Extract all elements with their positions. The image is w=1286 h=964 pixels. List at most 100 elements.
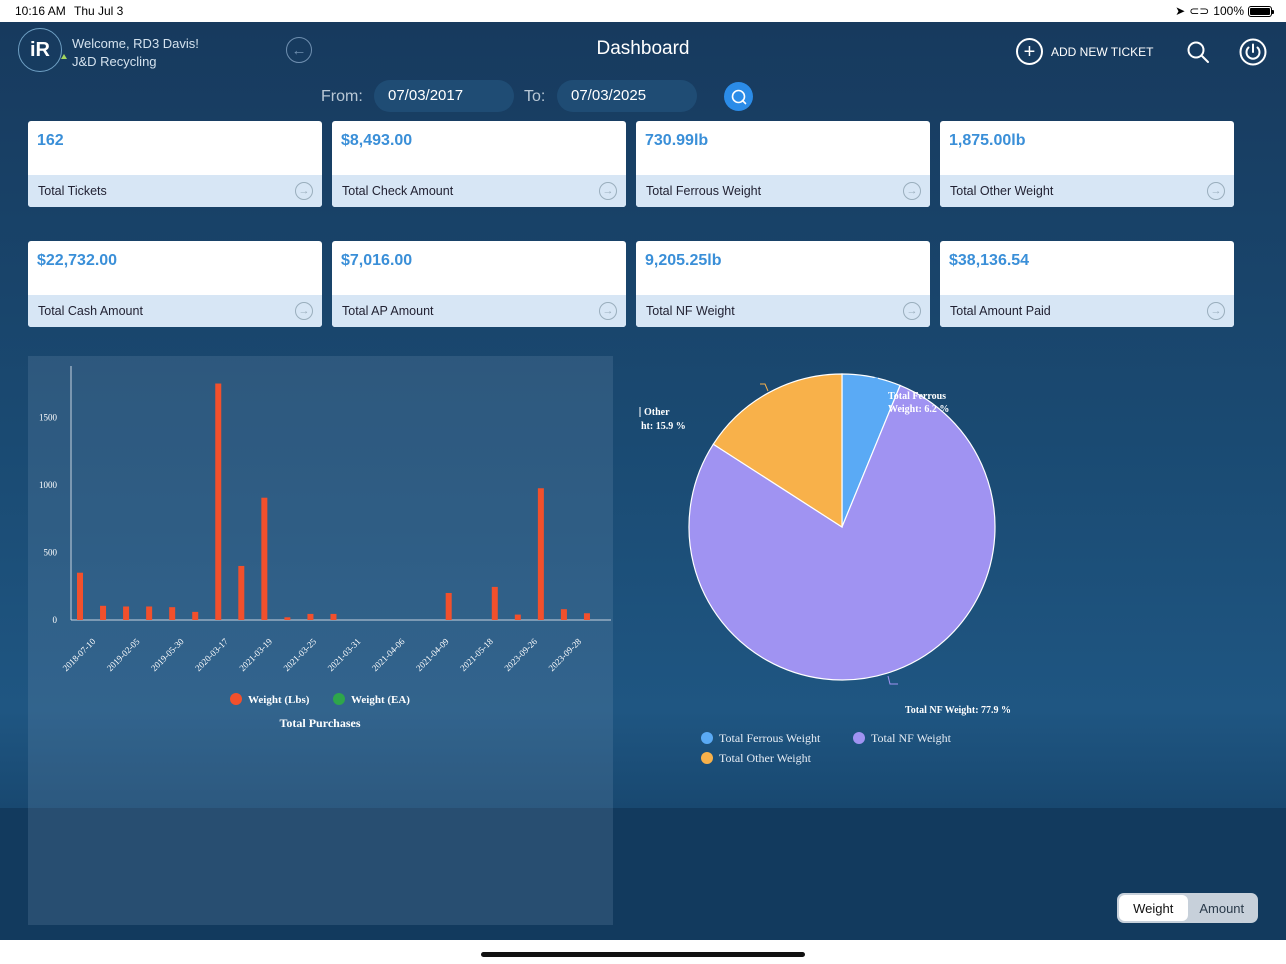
bar: [238, 565, 245, 620]
card-value: 9,205.25lb: [645, 252, 722, 269]
legend-label-ea: Weight (EA): [351, 694, 410, 706]
x-tick-label: 2018-07-10: [61, 636, 98, 673]
card-label: Total NF Weight: [646, 304, 735, 318]
card-total-ferrous-weight[interactable]: 730.99lb Total Ferrous Weight →: [636, 121, 930, 207]
card-value: $8,493.00: [341, 132, 413, 149]
x-tick-label: 2021-04-09: [414, 636, 451, 673]
battery-percent: 100%: [1213, 4, 1244, 18]
x-tick-label: 2021-03-31: [326, 636, 363, 673]
from-label: From:: [321, 88, 363, 105]
back-arrow-icon[interactable]: ←: [286, 37, 312, 63]
card-label: Total Tickets: [38, 184, 107, 198]
y-tick-label: 0: [53, 615, 58, 625]
bar: [77, 572, 83, 620]
to-label: To:: [524, 88, 546, 105]
card-total-nf-weight[interactable]: 9,205.25lb Total NF Weight →: [636, 241, 930, 327]
card-value: 1,875.00lb: [949, 132, 1026, 149]
search-go-button[interactable]: [724, 82, 753, 111]
x-tick-label: 2019-05-30: [149, 636, 186, 673]
toggle-amount[interactable]: Amount: [1199, 900, 1245, 916]
link-icon: ⊂⊃: [1189, 4, 1210, 18]
x-tick-label: 2021-03-25: [281, 636, 318, 673]
callout-other-1: Other: [644, 407, 670, 418]
card-label: Total AP Amount: [342, 304, 434, 318]
bar: [192, 611, 199, 620]
arrow-right-icon: →: [295, 182, 313, 200]
power-icon[interactable]: [1239, 38, 1267, 66]
card-total-check-amount[interactable]: $8,493.00 Total Check Amount →: [332, 121, 626, 207]
callout-nf: Total NF Weight: 77.9 %: [905, 705, 1011, 716]
bar: [169, 607, 176, 620]
callout-other-2: ht: 15.9 %: [641, 421, 686, 432]
pie-slice: [712, 373, 843, 529]
battery-icon: [1248, 5, 1274, 17]
x-tick-label: 2019-02-05: [105, 636, 142, 673]
add-new-ticket-button[interactable]: + ADD NEW TICKET: [1016, 38, 1153, 65]
status-time: 10:16 AM: [15, 4, 66, 18]
to-date-field[interactable]: 07/03/2025: [557, 80, 697, 112]
toggle-weight[interactable]: Weight: [1119, 895, 1188, 921]
arrow-right-icon: →: [903, 182, 921, 200]
card-label: Total Cash Amount: [38, 304, 143, 318]
search-icon[interactable]: [1186, 40, 1210, 64]
welcome-text: Welcome, RD3 Davis!: [72, 36, 199, 51]
page-title: Dashboard: [596, 38, 690, 59]
callout-line-ferrous: [872, 377, 878, 387]
bar: [284, 617, 291, 620]
x-tick-label: 2021-04-06: [370, 636, 407, 673]
x-tick-label: 2021-05-18: [458, 636, 495, 673]
plus-circle-icon: +: [1016, 38, 1043, 65]
weight-amount-toggle: Weight Amount: [1117, 893, 1258, 923]
welcome-block: Welcome, RD3 Davis! J&D Recycling: [72, 35, 199, 71]
legend-swatch-lbs: [230, 693, 242, 705]
card-label: Total Check Amount: [342, 184, 454, 198]
legend-swatch-ferrous: [701, 732, 713, 744]
app-screen: iR Welcome, RD3 Davis! J&D Recycling ← D…: [0, 22, 1286, 940]
x-tick-label: 2021-03-19: [237, 636, 274, 673]
bar: [100, 605, 107, 620]
card-label: Total Ferrous Weight: [646, 184, 762, 198]
arrow-right-icon: →: [903, 302, 921, 320]
arrow-right-icon: →: [599, 302, 617, 320]
bar: [514, 614, 521, 620]
legend-swatch-ea: [333, 693, 345, 705]
legend-label-nf: Total NF Weight: [871, 731, 952, 745]
card-value: $38,136.54: [949, 252, 1030, 269]
pie-chart: Total Ferrous Weight: 6.2 % Other ht: 15.9 …: [639, 373, 1011, 765]
legend-label-other: Total Other Weight: [719, 751, 812, 765]
legend-swatch-other: [701, 752, 713, 764]
status-date: Thu Jul 3: [74, 4, 124, 18]
company-name: J&D Recycling: [72, 54, 157, 69]
x-tick-label: 2023-09-26: [502, 636, 539, 673]
legend-label-lbs: Weight (Lbs): [248, 694, 310, 706]
card-total-amount-paid[interactable]: $38,136.54 Total Amount Paid →: [940, 241, 1234, 327]
legend-swatch-nf: [853, 732, 865, 744]
status-bar: 10:16 AM Thu Jul 3 ➤ ⊂⊃ 100%: [0, 0, 1286, 22]
y-tick-label: 500: [44, 547, 58, 557]
card-value: 162: [37, 132, 64, 149]
callout-line-other: [760, 383, 769, 392]
bar: [123, 606, 130, 620]
card-total-tickets[interactable]: 162 Total Tickets →: [28, 121, 322, 207]
footer-band: [0, 808, 1286, 940]
bar-chart-panel: 0 500 1000 1500 2018-07-10 2019-02-05 2019-05-…: [28, 356, 613, 925]
status-right: ➤ ⊂⊃ 100%: [1175, 4, 1274, 18]
callout-line-nf: [887, 675, 898, 685]
bar: [445, 592, 452, 620]
pie-slice: [688, 384, 996, 681]
card-value: $22,732.00: [37, 252, 118, 269]
arrow-right-icon: →: [599, 182, 617, 200]
card-label: Total Other Weight: [950, 184, 1054, 198]
bar: [215, 383, 222, 620]
card-total-ap-amount[interactable]: $7,016.00 Total AP Amount →: [332, 241, 626, 327]
card-total-other-weight[interactable]: 1,875.00lb Total Other Weight →: [940, 121, 1234, 207]
card-total-cash-amount[interactable]: $22,732.00 Total Cash Amount →: [28, 241, 322, 327]
bar: [537, 488, 544, 620]
callout-ferrous-2: Weight: 6.2 %: [888, 404, 949, 415]
bar: [146, 606, 153, 620]
chart-title: Total Purchases: [279, 716, 360, 730]
bar: [261, 497, 268, 620]
bar: [330, 613, 337, 620]
from-date-field[interactable]: 07/03/2017: [374, 80, 514, 112]
x-tick-label: 2023-09-28: [546, 636, 583, 673]
